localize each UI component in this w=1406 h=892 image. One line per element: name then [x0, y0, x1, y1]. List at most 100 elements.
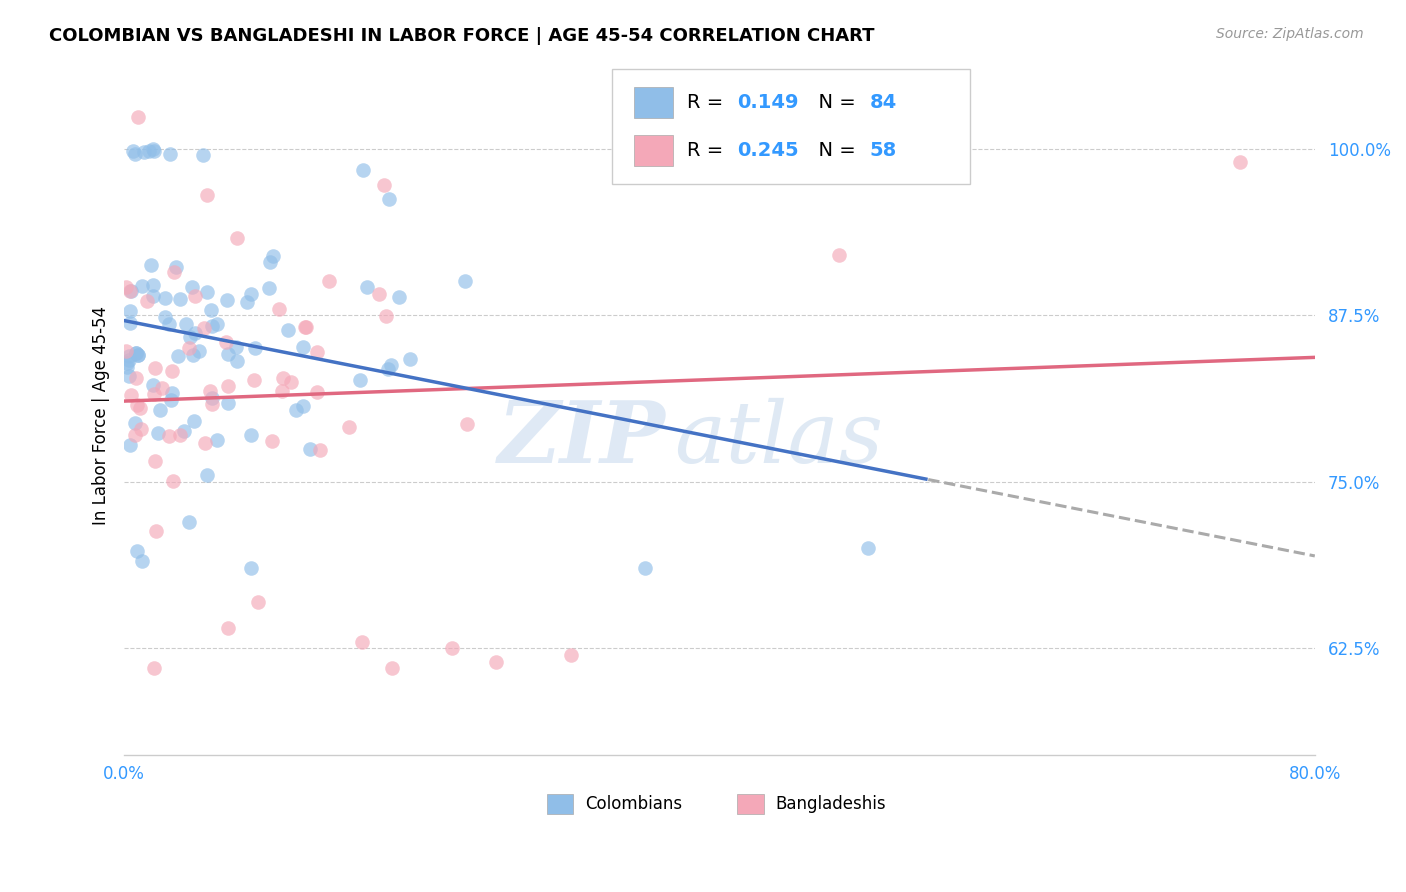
Text: ZIP: ZIP — [498, 397, 666, 481]
FancyBboxPatch shape — [613, 69, 970, 184]
Point — [143, 453, 166, 467]
Point — [226, 231, 249, 245]
Point — [118, 438, 141, 452]
Point — [114, 280, 136, 294]
Point — [142, 278, 165, 293]
Point — [142, 142, 165, 156]
Point — [214, 334, 236, 349]
Point — [195, 188, 218, 202]
Point — [162, 385, 184, 400]
Point — [117, 359, 139, 374]
Point — [280, 375, 302, 389]
Point — [131, 554, 153, 568]
Point — [243, 341, 266, 355]
Point — [380, 359, 402, 373]
Point — [117, 352, 139, 367]
Point — [217, 395, 239, 409]
Text: N =: N = — [807, 141, 862, 160]
Point — [201, 391, 224, 405]
Point — [201, 319, 224, 334]
Point — [143, 144, 166, 158]
Text: R =: R = — [688, 141, 730, 160]
FancyBboxPatch shape — [737, 794, 763, 814]
Point — [247, 594, 270, 608]
Point — [115, 356, 138, 370]
Point — [242, 373, 264, 387]
Point — [217, 621, 239, 635]
Point — [173, 424, 195, 438]
Point — [352, 163, 374, 178]
Point — [114, 343, 136, 358]
Point — [198, 384, 221, 399]
Point — [453, 274, 475, 288]
Point — [225, 340, 247, 354]
Point — [456, 417, 478, 432]
Text: 0.245: 0.245 — [737, 141, 799, 160]
Point — [157, 428, 180, 442]
Point — [127, 348, 149, 362]
Point — [124, 345, 146, 359]
Point — [207, 434, 229, 448]
Point — [236, 295, 259, 310]
Point — [239, 561, 262, 575]
Point — [1229, 155, 1251, 169]
Point — [177, 515, 200, 529]
Point — [257, 281, 280, 295]
Text: 0.149: 0.149 — [737, 93, 799, 112]
Point — [120, 284, 142, 298]
Point — [179, 330, 201, 344]
Point — [145, 524, 167, 538]
Point — [180, 279, 202, 293]
Point — [142, 289, 165, 303]
Point — [157, 318, 180, 332]
Point — [184, 289, 207, 303]
Point — [138, 144, 160, 158]
Point — [634, 561, 657, 575]
Point — [217, 293, 239, 307]
Point — [135, 294, 157, 309]
Point — [194, 436, 217, 450]
Point — [181, 348, 204, 362]
Point — [226, 353, 249, 368]
Point — [294, 320, 316, 334]
Point — [124, 147, 146, 161]
Point — [217, 347, 239, 361]
Point — [298, 442, 321, 457]
Point — [378, 192, 401, 206]
Point — [240, 286, 263, 301]
Point — [318, 275, 340, 289]
Point — [205, 317, 228, 331]
Point — [184, 326, 207, 341]
Text: Bangladeshis: Bangladeshis — [776, 795, 886, 813]
Point — [145, 361, 167, 376]
Point — [169, 427, 191, 442]
Text: R =: R = — [688, 93, 730, 112]
Point — [373, 178, 395, 192]
Point — [388, 290, 411, 304]
FancyBboxPatch shape — [547, 794, 574, 814]
Point — [827, 248, 849, 262]
Point — [193, 321, 215, 335]
Point — [195, 468, 218, 483]
Point — [309, 443, 332, 458]
Point — [124, 416, 146, 430]
Point — [120, 388, 142, 402]
Point — [150, 381, 173, 395]
Point — [307, 384, 329, 399]
Point — [292, 340, 315, 354]
Point — [377, 362, 399, 376]
Point — [122, 144, 145, 158]
Point — [120, 284, 142, 298]
Point — [337, 419, 360, 434]
Point — [165, 260, 187, 275]
Point — [271, 370, 294, 384]
Point — [201, 397, 224, 411]
Point — [259, 255, 281, 269]
Text: Source: ZipAtlas.com: Source: ZipAtlas.com — [1216, 27, 1364, 41]
Point — [118, 350, 141, 364]
Point — [375, 309, 398, 323]
Point — [284, 402, 307, 417]
Y-axis label: In Labor Force | Age 45-54: In Labor Force | Age 45-54 — [93, 306, 110, 524]
Point — [381, 661, 404, 675]
Point — [155, 310, 177, 324]
